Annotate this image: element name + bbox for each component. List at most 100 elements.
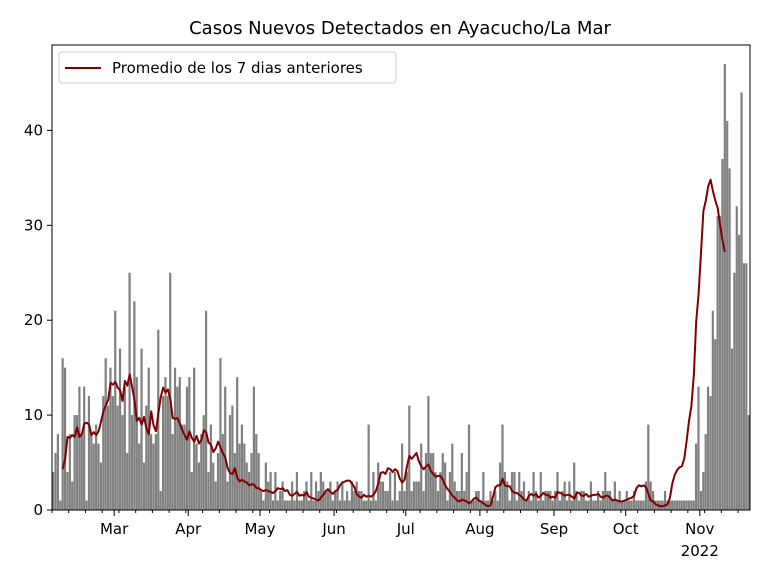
bar — [95, 424, 98, 510]
bar — [106, 405, 110, 510]
bar — [663, 491, 667, 510]
moving-average-line — [61, 178, 726, 508]
x-year-label: 2022 — [681, 542, 719, 560]
bar — [63, 367, 67, 510]
bar — [386, 491, 389, 510]
bar — [597, 491, 600, 510]
bar — [66, 472, 69, 510]
bar — [726, 120, 729, 510]
bar — [123, 386, 126, 510]
x-tick-label: Aug — [465, 520, 494, 538]
bar — [216, 453, 220, 510]
bar — [305, 481, 308, 510]
bar — [178, 377, 181, 510]
bar — [150, 434, 153, 510]
bar — [319, 472, 322, 510]
bar — [80, 434, 83, 510]
bar — [668, 500, 671, 510]
bar — [537, 500, 540, 510]
bar — [195, 443, 198, 510]
bar — [92, 443, 95, 510]
bar — [68, 434, 71, 510]
bar — [130, 415, 134, 510]
bar — [683, 500, 686, 510]
bar — [302, 491, 306, 510]
bar — [420, 443, 423, 510]
bar — [360, 491, 363, 510]
bar — [140, 348, 143, 510]
bar — [152, 443, 155, 510]
x-axis: Mar Apr May Jun Jul Aug Sep Oct Nov — [51, 510, 739, 538]
bar — [613, 481, 616, 510]
bar — [424, 453, 428, 510]
x-tick-label: Sep — [540, 520, 568, 538]
bar — [532, 472, 535, 510]
bar — [310, 472, 313, 510]
bar — [740, 92, 743, 511]
bar — [738, 234, 741, 511]
bar — [508, 500, 511, 510]
bar — [245, 462, 248, 510]
bar — [439, 472, 442, 510]
bar — [446, 500, 449, 510]
bar — [171, 434, 174, 510]
bar — [592, 500, 595, 510]
bar — [401, 443, 404, 510]
bar — [695, 443, 698, 510]
bar — [228, 415, 232, 510]
bar — [164, 377, 167, 510]
bar — [169, 272, 172, 510]
bar — [599, 500, 602, 510]
bar — [329, 481, 332, 510]
bar — [271, 500, 275, 510]
bar — [243, 443, 246, 510]
bar — [73, 415, 76, 510]
bar — [181, 424, 184, 510]
bar — [231, 405, 234, 510]
bar — [470, 500, 473, 510]
bar-series — [52, 63, 750, 511]
chart-title: Casos Nuevos Detectados en Ayacucho/La M… — [189, 18, 611, 39]
bar — [56, 434, 59, 510]
bar — [135, 377, 138, 510]
bar — [393, 472, 397, 510]
bar — [637, 500, 640, 510]
bar — [575, 491, 578, 510]
bar — [166, 396, 169, 510]
bar — [78, 386, 81, 510]
bar — [121, 415, 124, 510]
y-tick-label: 40 — [24, 121, 43, 139]
bar — [286, 500, 289, 510]
bar — [188, 377, 191, 510]
bar — [553, 491, 557, 510]
bar — [204, 310, 208, 510]
bar — [644, 481, 648, 510]
bar — [190, 472, 193, 510]
bar — [733, 272, 736, 510]
bar — [343, 500, 346, 510]
x-tick-label: May — [244, 520, 275, 538]
bar — [267, 481, 270, 510]
bar — [374, 500, 377, 510]
bar — [716, 215, 719, 510]
bar — [565, 500, 569, 510]
bar — [525, 500, 528, 510]
bar — [489, 491, 492, 510]
bar — [709, 396, 712, 510]
bar — [398, 491, 401, 510]
bar — [202, 415, 205, 510]
bar — [475, 491, 478, 510]
bar — [128, 272, 131, 510]
bar — [723, 63, 726, 511]
bar — [341, 481, 344, 510]
bar — [312, 500, 315, 510]
x-tick-label: Jun — [321, 520, 345, 538]
bar — [530, 500, 533, 510]
bar — [224, 386, 227, 510]
bar — [496, 500, 499, 510]
bar — [675, 500, 679, 510]
bar — [226, 481, 229, 510]
bar — [250, 453, 253, 510]
bar — [702, 472, 705, 510]
